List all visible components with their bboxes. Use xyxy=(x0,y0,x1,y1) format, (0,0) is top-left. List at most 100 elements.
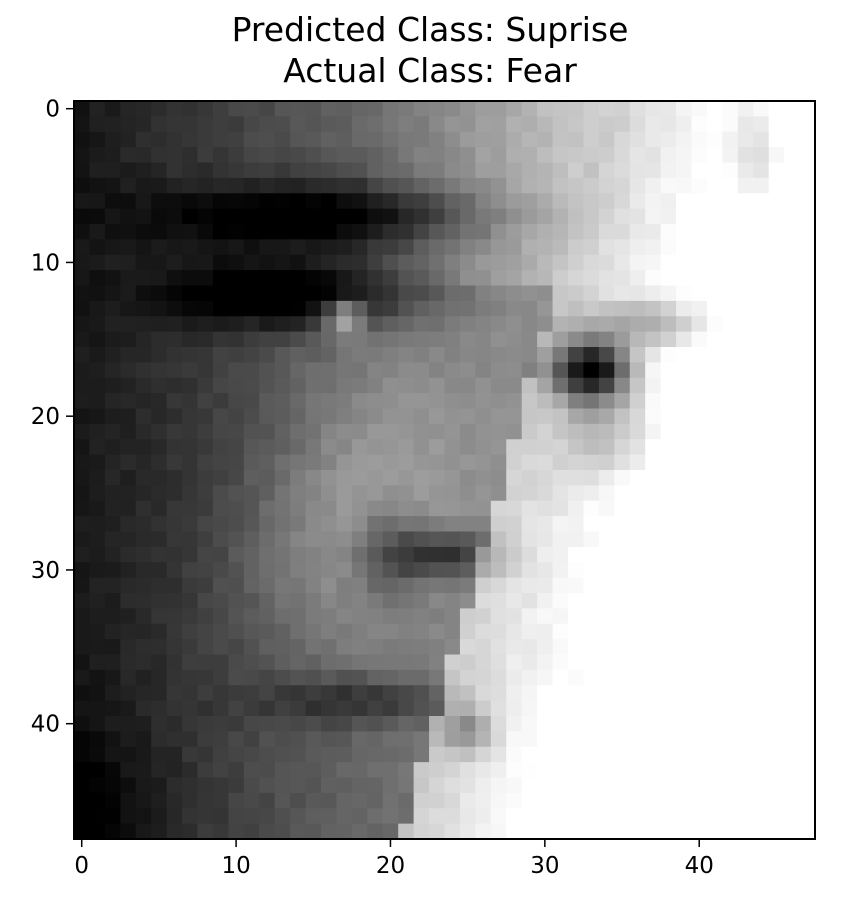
heatmap-cell xyxy=(614,101,631,117)
heatmap-cell xyxy=(336,562,353,579)
heatmap-cell xyxy=(274,562,291,579)
heatmap-cell xyxy=(799,147,816,164)
heatmap-cell xyxy=(737,377,754,394)
heatmap-cell xyxy=(614,685,631,702)
heatmap-cell xyxy=(706,716,723,732)
heatmap-cell xyxy=(197,792,214,809)
heatmap-cell xyxy=(506,331,523,348)
heatmap-cell xyxy=(660,716,677,732)
heatmap-cell xyxy=(74,470,91,486)
heatmap-cell xyxy=(737,531,754,548)
heatmap-cell xyxy=(799,746,816,763)
heatmap-cell xyxy=(259,500,276,517)
heatmap-cell xyxy=(444,270,461,287)
heatmap-cell xyxy=(645,193,662,210)
heatmap-cell xyxy=(475,823,492,840)
heatmap-cell xyxy=(598,239,615,256)
heatmap-cell xyxy=(135,654,152,671)
heatmap-cell xyxy=(753,470,770,486)
heatmap-cell xyxy=(537,762,554,779)
heatmap-cell xyxy=(351,254,368,271)
heatmap-cell xyxy=(89,208,106,225)
heatmap-cell xyxy=(212,808,229,825)
heatmap-cell xyxy=(135,762,152,779)
heatmap-cell xyxy=(212,685,229,702)
heatmap-cell xyxy=(336,347,353,363)
heatmap-cell xyxy=(614,531,631,548)
heatmap-cell xyxy=(151,485,168,502)
heatmap-cell xyxy=(753,731,770,748)
heatmap-cell xyxy=(228,162,245,179)
heatmap-cell xyxy=(274,439,291,456)
heatmap-cell xyxy=(537,177,554,194)
heatmap-cell xyxy=(568,316,585,333)
heatmap-cell xyxy=(321,116,338,133)
heatmap-cell xyxy=(645,423,662,440)
heatmap-cell xyxy=(722,454,739,471)
heatmap-cell xyxy=(367,300,384,317)
heatmap-cell xyxy=(382,546,399,563)
heatmap-cell xyxy=(336,700,353,717)
heatmap-cell xyxy=(89,577,106,594)
heatmap-cell xyxy=(799,347,816,363)
heatmap-cell xyxy=(506,193,523,210)
heatmap-cell xyxy=(568,224,585,240)
heatmap-cell xyxy=(537,777,554,794)
heatmap-cell xyxy=(737,254,754,271)
heatmap-cell xyxy=(490,347,507,363)
heatmap-cell xyxy=(104,531,121,548)
heatmap-cell xyxy=(568,116,585,133)
heatmap-cell xyxy=(706,546,723,563)
heatmap-cell xyxy=(660,254,677,271)
heatmap-cell xyxy=(583,562,600,579)
heatmap-cell xyxy=(382,485,399,502)
heatmap-cell xyxy=(228,439,245,456)
heatmap-cell xyxy=(598,746,615,763)
heatmap-cell xyxy=(614,823,631,840)
heatmap-cell xyxy=(104,577,121,594)
heatmap-cell xyxy=(552,654,569,671)
heatmap-cell xyxy=(475,393,492,410)
heatmap-cell xyxy=(706,808,723,825)
heatmap-cell xyxy=(722,347,739,363)
heatmap-cell xyxy=(182,762,199,779)
heatmap-cell xyxy=(753,362,770,379)
heatmap-cell xyxy=(706,654,723,671)
heatmap-cell xyxy=(398,608,415,625)
heatmap-cell xyxy=(598,531,615,548)
heatmap-cell xyxy=(706,270,723,287)
heatmap-cell xyxy=(351,716,368,732)
heatmap-cell xyxy=(799,485,816,502)
heatmap-cell xyxy=(135,485,152,502)
heatmap-cell xyxy=(228,562,245,579)
heatmap-cell xyxy=(182,577,199,594)
heatmap-cell xyxy=(490,285,507,302)
heatmap-cell xyxy=(367,608,384,625)
heatmap-cell xyxy=(212,147,229,164)
heatmap-cell xyxy=(768,623,785,640)
heatmap-cell xyxy=(259,700,276,717)
heatmap-cell xyxy=(166,131,183,148)
heatmap-cell xyxy=(598,808,615,825)
heatmap-cell xyxy=(784,700,801,717)
heatmap-cell xyxy=(351,777,368,794)
heatmap-cell xyxy=(768,746,785,763)
heatmap-cell xyxy=(166,546,183,563)
heatmap-cell xyxy=(367,131,384,148)
heatmap-cell xyxy=(382,746,399,763)
heatmap-cell xyxy=(120,746,137,763)
heatmap-cell xyxy=(274,685,291,702)
heatmap-cell xyxy=(212,608,229,625)
heatmap-cell xyxy=(429,177,446,194)
heatmap-cell xyxy=(444,331,461,348)
heatmap-cell xyxy=(228,239,245,256)
heatmap-cell xyxy=(676,577,693,594)
heatmap-cell xyxy=(321,347,338,363)
heatmap-cell xyxy=(104,485,121,502)
heatmap-cell xyxy=(691,162,708,179)
heatmap-cell xyxy=(89,316,106,333)
heatmap-cell xyxy=(676,562,693,579)
heatmap-cell xyxy=(614,808,631,825)
heatmap-cell xyxy=(552,792,569,809)
heatmap-cell xyxy=(490,101,507,117)
